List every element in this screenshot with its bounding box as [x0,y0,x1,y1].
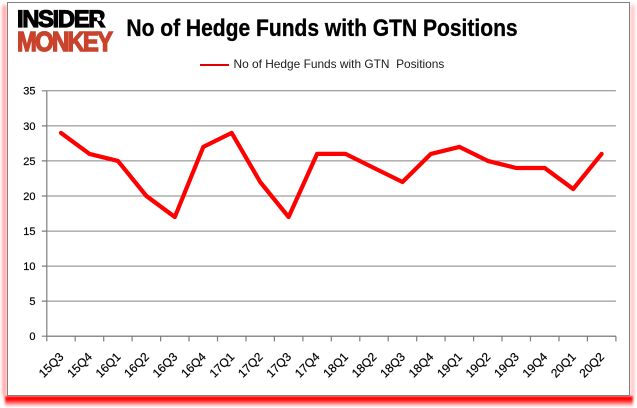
svg-text:18Q3: 18Q3 [377,349,408,380]
svg-text:10: 10 [23,261,35,273]
svg-text:15: 15 [23,226,35,238]
svg-text:18Q4: 18Q4 [406,349,437,380]
svg-text:0: 0 [29,331,35,343]
svg-text:16Q1: 16Q1 [93,349,124,380]
svg-text:16Q4: 16Q4 [178,349,209,380]
svg-text:17Q2: 17Q2 [235,349,266,380]
svg-text:19Q4: 19Q4 [520,349,551,380]
svg-text:35: 35 [23,86,35,98]
svg-text:18Q2: 18Q2 [349,349,380,380]
svg-text:18Q1: 18Q1 [320,349,351,380]
svg-text:17Q4: 17Q4 [292,349,323,380]
svg-text:20Q1: 20Q1 [548,349,579,380]
svg-text:17Q1: 17Q1 [207,349,238,380]
svg-text:30: 30 [23,121,35,133]
svg-text:17Q3: 17Q3 [263,349,294,380]
svg-text:19Q2: 19Q2 [463,349,494,380]
svg-text:20Q2: 20Q2 [576,349,607,380]
svg-text:20: 20 [23,191,35,203]
svg-text:15Q3: 15Q3 [36,349,67,380]
svg-text:16Q2: 16Q2 [121,349,152,380]
svg-text:16Q3: 16Q3 [150,349,181,380]
svg-text:19Q1: 19Q1 [434,349,465,380]
svg-text:5: 5 [29,296,35,308]
svg-text:19Q3: 19Q3 [491,349,522,380]
svg-text:15Q4: 15Q4 [64,349,95,380]
svg-text:25: 25 [23,156,35,168]
